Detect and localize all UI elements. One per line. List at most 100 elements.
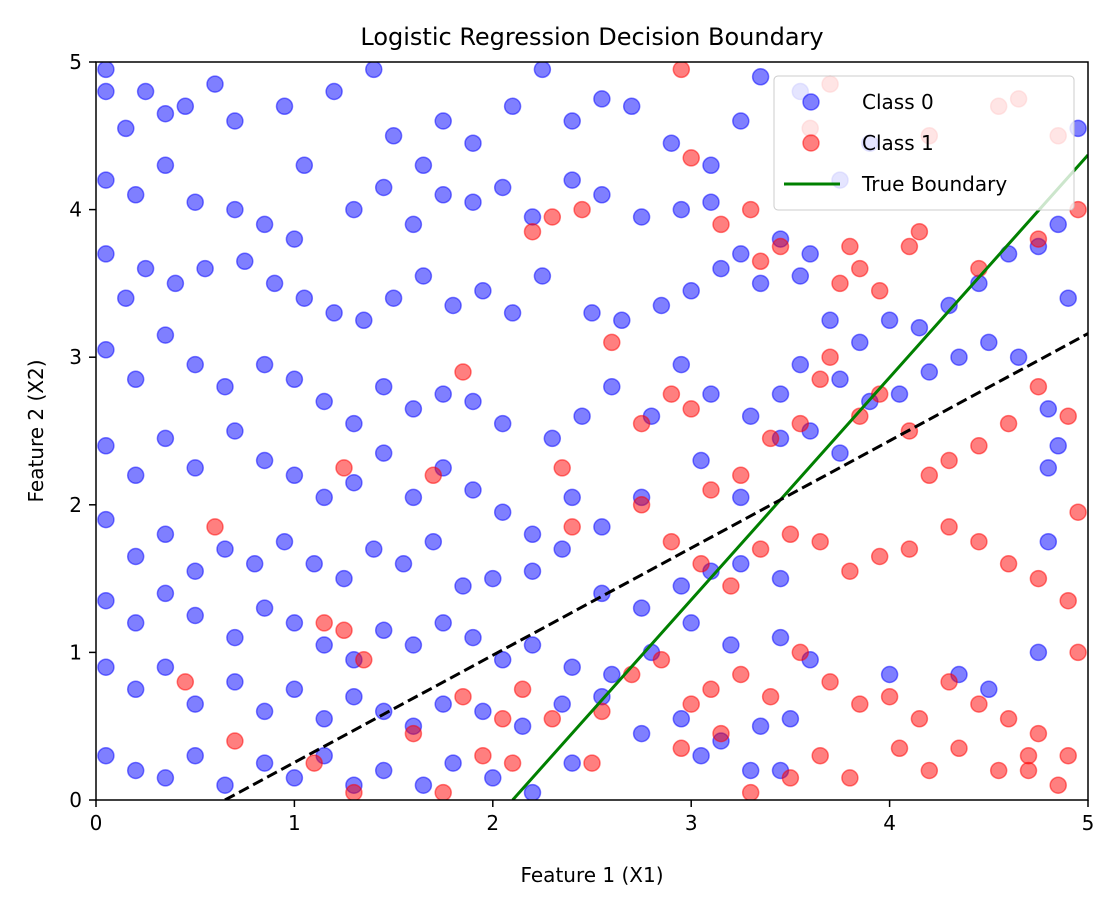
class-0-point <box>493 414 512 433</box>
class-0-point <box>493 651 512 669</box>
class-0-point <box>493 503 512 521</box>
class-1-point <box>751 252 770 271</box>
class-1-point <box>543 208 562 226</box>
class-0-point <box>315 710 333 728</box>
class-0-point <box>97 746 115 765</box>
class-1-point <box>1069 643 1087 662</box>
class-0-point <box>156 429 175 448</box>
class-0-point <box>156 326 175 344</box>
class-0-point <box>285 769 304 787</box>
class-0-point <box>1039 532 1058 551</box>
class-0-point <box>345 414 363 433</box>
class-1-point <box>662 532 681 551</box>
class-0-point <box>474 702 492 721</box>
class-1-point <box>841 237 859 256</box>
class-1-point <box>761 429 780 448</box>
class-1-point <box>841 562 859 580</box>
class-0-point <box>166 274 185 293</box>
x-tick-label: 3 <box>685 811 698 835</box>
class-1-point <box>1059 746 1077 765</box>
class-1-point <box>741 783 760 800</box>
class-0-point <box>434 614 452 632</box>
class-0-point <box>156 658 175 676</box>
class-0-point <box>682 282 700 300</box>
class-0-point <box>325 304 343 322</box>
class-1-point <box>791 643 810 662</box>
class-0-point <box>702 156 720 175</box>
class-0-point <box>751 68 770 86</box>
class-0-point <box>771 628 790 647</box>
class-1-point <box>1029 377 1048 396</box>
class-0-point <box>672 355 691 374</box>
class-1-point <box>781 525 800 544</box>
class-0-point <box>503 97 522 116</box>
class-0-point <box>702 385 720 403</box>
class-0-point <box>890 385 909 403</box>
class-0-point <box>484 569 502 588</box>
class-0-point <box>781 710 800 728</box>
legend-marker-class-1 <box>802 134 820 152</box>
y-axis-label: Feature 2 (X2) <box>24 359 48 502</box>
class-0-point <box>285 370 304 389</box>
class-0-point <box>156 525 175 544</box>
class-1-point <box>970 695 988 713</box>
class-0-point <box>196 259 214 278</box>
class-0-point <box>593 518 611 536</box>
class-1-point <box>1059 407 1077 425</box>
class-0-point <box>543 429 562 448</box>
class-0-point <box>751 717 770 735</box>
class-0-point <box>732 112 750 130</box>
class-0-point <box>593 186 611 204</box>
class-1-point <box>493 710 512 728</box>
class-0-point <box>523 783 542 800</box>
class-0-point <box>672 710 691 728</box>
class-0-point <box>851 333 869 352</box>
class-0-point <box>255 754 274 772</box>
class-0-point <box>365 540 383 558</box>
class-0-point <box>1049 437 1067 455</box>
class-1-point <box>206 518 224 536</box>
class-1-point <box>811 370 829 389</box>
class-1-point <box>513 680 532 699</box>
class-1-point <box>880 687 899 706</box>
class-1-point <box>1029 230 1048 248</box>
chart-title: Logistic Regression Decision Boundary <box>360 23 823 51</box>
class-0-point <box>404 636 423 654</box>
class-1-point <box>1049 776 1067 794</box>
class-1-point <box>940 673 958 691</box>
class-0-point <box>136 82 155 101</box>
class-1-point <box>632 496 651 514</box>
class-0-point <box>573 407 591 425</box>
class-0-point <box>226 422 244 440</box>
class-0-point <box>156 156 175 175</box>
class-1-point <box>603 333 621 352</box>
plot-area-frame <box>95 61 1089 801</box>
class-1-point <box>632 414 651 433</box>
class-1-point <box>910 222 929 241</box>
class-0-point <box>831 444 849 462</box>
class-0-point <box>295 289 314 307</box>
class-0-point <box>97 510 115 529</box>
class-0-point <box>662 134 681 152</box>
class-1-point <box>940 451 958 470</box>
class-0-point <box>434 385 452 403</box>
legend-label-class-0: Class 0 <box>862 90 934 114</box>
class-1-point <box>771 237 790 256</box>
class-0-point <box>126 466 145 485</box>
class-0-point <box>226 628 244 647</box>
class-1-point <box>702 481 720 499</box>
class-0-point <box>464 392 482 411</box>
class-0-point <box>741 761 760 780</box>
class-0-point <box>97 82 115 101</box>
class-0-point <box>226 112 244 130</box>
x-tick-label: 2 <box>486 811 499 835</box>
class-0-point <box>1049 215 1067 234</box>
class-0-point <box>186 355 204 374</box>
class-0-point <box>404 215 423 234</box>
class-0-point <box>880 665 899 684</box>
class-1-point <box>751 540 770 558</box>
class-0-point <box>275 97 294 116</box>
class-1-point <box>741 200 760 219</box>
class-1-point <box>672 62 691 79</box>
class-0-point <box>97 171 115 189</box>
